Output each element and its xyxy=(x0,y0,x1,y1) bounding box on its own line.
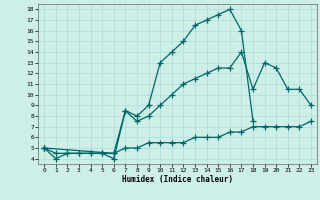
X-axis label: Humidex (Indice chaleur): Humidex (Indice chaleur) xyxy=(122,175,233,184)
